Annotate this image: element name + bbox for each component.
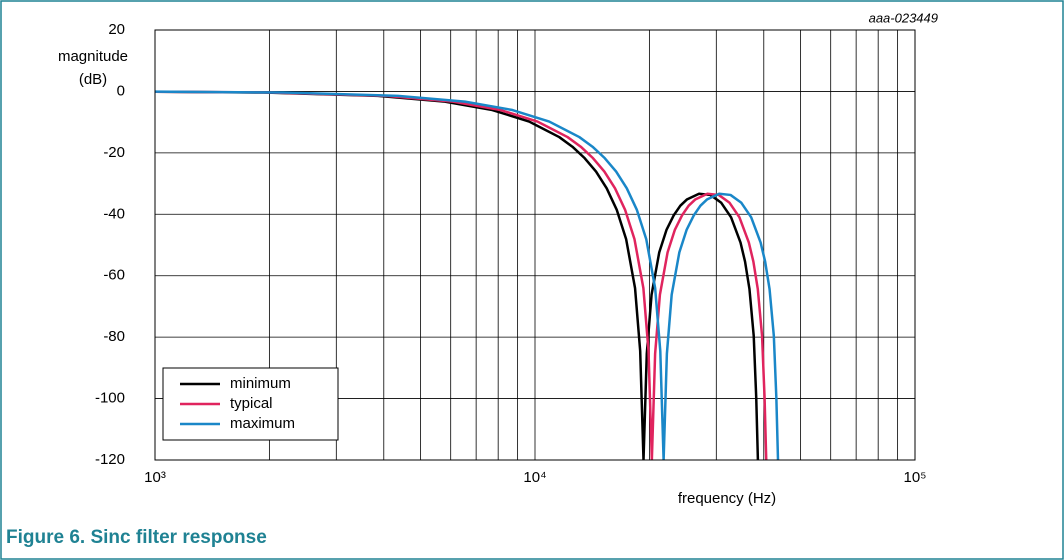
legend-label: minimum xyxy=(230,375,291,392)
y-tick-label: -60 xyxy=(103,267,125,284)
series-line xyxy=(155,90,760,460)
x-axis-label: frequency (Hz) xyxy=(678,490,776,507)
series-line xyxy=(155,90,780,460)
legend-label: typical xyxy=(230,395,273,412)
y-tick-label: -80 xyxy=(103,328,125,345)
x-tick-label: 10⁵ xyxy=(904,469,927,486)
y-tick-label: -100 xyxy=(95,390,125,407)
y-tick-label: -120 xyxy=(95,451,125,468)
y-tick-label: -40 xyxy=(103,205,125,222)
series-line xyxy=(155,90,768,460)
y-tick-label: 0 xyxy=(117,82,125,99)
plot-border xyxy=(154,29,916,461)
series-group xyxy=(155,90,780,460)
y-axis-label: magnitude (dB) xyxy=(57,48,129,88)
y-tick-label: 20 xyxy=(108,21,125,38)
figure-id: aaa-023449 xyxy=(869,10,938,25)
y-tick-label: -20 xyxy=(103,144,125,161)
legend-label: maximum xyxy=(230,415,295,432)
x-tick-label: 10⁴ xyxy=(523,469,546,486)
x-tick-label: 10³ xyxy=(144,469,166,486)
caption: Figure 6. Sinc filter response xyxy=(6,527,267,548)
